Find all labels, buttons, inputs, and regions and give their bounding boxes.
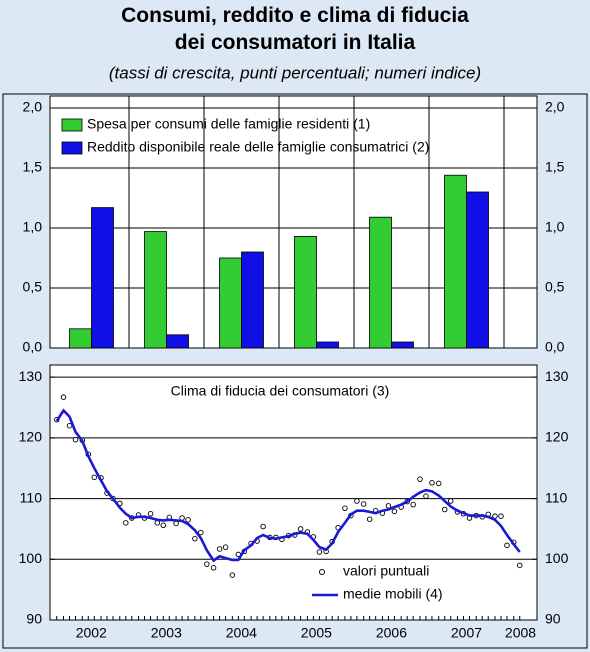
y-tick-label: 0,0 bbox=[23, 339, 43, 355]
data-point bbox=[229, 572, 236, 578]
data-point bbox=[342, 505, 348, 512]
y2-tick-label: 90 bbox=[545, 611, 561, 627]
data-point bbox=[297, 526, 304, 532]
data-point bbox=[360, 501, 367, 507]
bar bbox=[316, 341, 339, 349]
data-point bbox=[417, 476, 423, 482]
bar bbox=[466, 191, 489, 349]
data-point bbox=[423, 493, 429, 499]
bar bbox=[444, 174, 467, 349]
y-tick-label: 100 bbox=[19, 550, 43, 566]
y-tick-label: 1,0 bbox=[23, 219, 43, 235]
y2-tick-label: 1,5 bbox=[545, 159, 565, 175]
data-point bbox=[441, 506, 448, 513]
data-point bbox=[147, 511, 154, 517]
data-point bbox=[504, 542, 510, 549]
plot-area bbox=[49, 364, 538, 621]
bar bbox=[69, 328, 92, 349]
y-tick-label: 1,5 bbox=[23, 159, 43, 175]
bar bbox=[391, 341, 414, 349]
legend-label: medie mobili (4) bbox=[343, 586, 443, 602]
annotation: Clima di fiducia dei consumatori (3) bbox=[171, 383, 390, 399]
data-point bbox=[435, 480, 442, 487]
data-point bbox=[391, 508, 398, 515]
legend-marker bbox=[319, 569, 325, 575]
y-tick-label: 110 bbox=[20, 489, 43, 505]
frame bbox=[2, 93, 588, 649]
bar bbox=[369, 216, 392, 349]
x-tick-label: 2006 bbox=[376, 625, 407, 641]
data-point bbox=[216, 546, 223, 552]
legend-label: Spesa per consumi delle famiglie residen… bbox=[87, 116, 370, 132]
chart-subtitle: (tassi di crescita, punti percentuali; n… bbox=[109, 63, 481, 82]
bar bbox=[166, 334, 189, 349]
y-tick-label: 130 bbox=[19, 368, 43, 384]
bar bbox=[144, 231, 167, 349]
y-tick-label: 2,0 bbox=[23, 99, 43, 115]
data-point bbox=[366, 516, 373, 522]
y2-tick-label: 2,0 bbox=[545, 99, 565, 115]
legend-swatch bbox=[61, 141, 83, 155]
x-tick-label: 2007 bbox=[451, 625, 482, 641]
y2-tick-label: 0,5 bbox=[545, 279, 565, 295]
data-point bbox=[185, 517, 191, 523]
x-tick-label: 2005 bbox=[301, 625, 332, 641]
y2-tick-label: 0,0 bbox=[545, 339, 565, 355]
data-point bbox=[210, 565, 217, 571]
x-tick-label: 2008 bbox=[505, 625, 536, 641]
legend-swatch bbox=[61, 118, 83, 132]
data-point bbox=[222, 544, 229, 550]
legend-label: Reddito disponibile reale delle famiglie… bbox=[87, 139, 429, 155]
data-point bbox=[91, 474, 98, 481]
bar bbox=[294, 235, 317, 349]
y2-tick-label: 110 bbox=[545, 489, 568, 505]
x-tick-label: 2003 bbox=[151, 625, 182, 641]
data-point bbox=[123, 520, 129, 526]
bar bbox=[91, 207, 114, 349]
y2-tick-label: 1,0 bbox=[545, 219, 565, 235]
x-tick-label: 2002 bbox=[76, 625, 107, 641]
y2-tick-label: 130 bbox=[545, 368, 569, 384]
data-point bbox=[60, 394, 67, 400]
data-point bbox=[192, 535, 198, 542]
data-point bbox=[198, 529, 204, 536]
data-point bbox=[316, 549, 323, 555]
y-tick-label: 120 bbox=[19, 429, 43, 445]
data-point bbox=[354, 498, 360, 504]
bar bbox=[219, 257, 242, 349]
y-tick-label: 90 bbox=[26, 611, 42, 627]
y-tick-label: 0,5 bbox=[23, 279, 43, 295]
data-point bbox=[160, 522, 167, 529]
data-point bbox=[498, 513, 504, 519]
data-point bbox=[447, 498, 454, 504]
legend-label: valori puntuali bbox=[343, 563, 429, 579]
series-line bbox=[55, 408, 521, 563]
data-point bbox=[260, 523, 266, 530]
data-point bbox=[72, 436, 79, 443]
y2-tick-label: 120 bbox=[545, 429, 569, 445]
bar bbox=[241, 251, 264, 349]
chart-title: Consumi, reddito e clima di fiducia dei c… bbox=[121, 4, 469, 54]
data-point bbox=[204, 561, 210, 567]
x-tick-label: 2004 bbox=[226, 625, 257, 641]
data-point bbox=[410, 501, 416, 508]
data-point bbox=[429, 480, 435, 486]
data-point bbox=[516, 562, 523, 569]
y2-tick-label: 100 bbox=[545, 550, 569, 566]
